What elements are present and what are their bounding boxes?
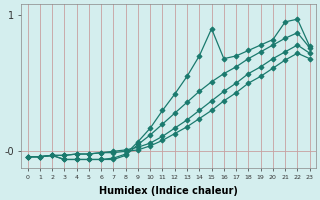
X-axis label: Humidex (Indice chaleur): Humidex (Indice chaleur) xyxy=(99,186,238,196)
